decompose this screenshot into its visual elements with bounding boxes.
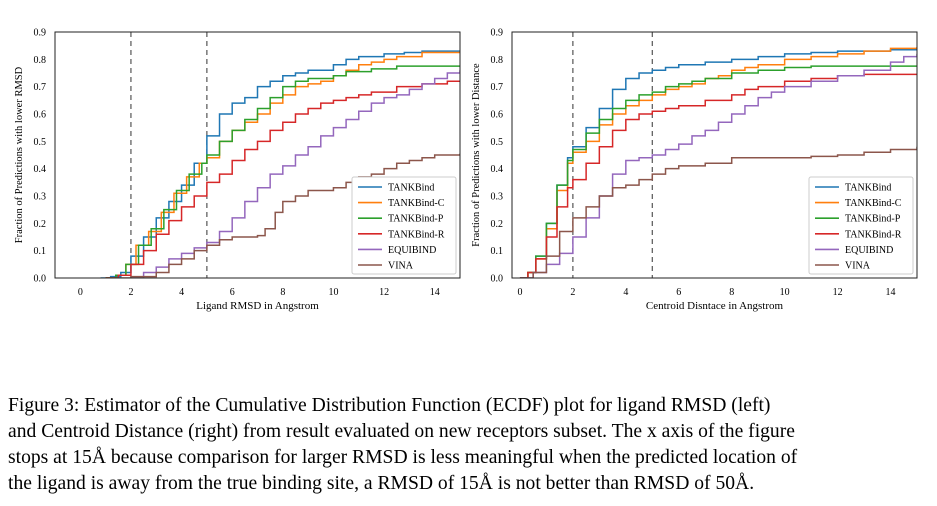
x-axis-label: Centroid Disntace in Angstrom bbox=[646, 300, 784, 312]
series-tankbind bbox=[100, 50, 460, 278]
legend-label-tankbind-c: TANKBind-C bbox=[845, 198, 902, 209]
legend-label-equibind: EQUIBIND bbox=[845, 245, 893, 256]
x-tick-label: 10 bbox=[328, 287, 338, 298]
x-tick-label: 6 bbox=[230, 287, 235, 298]
y-tick-label: 0.9 bbox=[34, 28, 47, 39]
figure-panels: 0 2 4 6 8 10 12 14 0.0 0.1 0.2 0.3 0.4 0.5 0.6 0.7 0.8 0.… bbox=[14, 28, 918, 312]
y-tick-label: 0.8 bbox=[491, 55, 504, 66]
y-tick-label: 0.0 bbox=[491, 274, 504, 285]
series-tankbind-p bbox=[105, 65, 460, 278]
legend-label-vina: VINA bbox=[388, 261, 414, 272]
y-tick-label: 0.4 bbox=[491, 164, 504, 175]
y-axis-label: Fraction of Predictions with lower RMSD bbox=[14, 66, 25, 243]
y-tick-label: 0.7 bbox=[34, 82, 47, 93]
x-tick-label: 6 bbox=[676, 287, 681, 298]
series-tankbind-r bbox=[105, 80, 460, 278]
right-ecdf-panel: 0 2 4 6 8 10 12 14 0.0 0.1 0.2 0.3 0.4 0.5 0.6 0.7 0.8 0.… bbox=[471, 28, 918, 312]
x-tick-label: 0 bbox=[517, 287, 522, 298]
series-vina bbox=[519, 146, 917, 278]
x-tick-label: 8 bbox=[729, 287, 734, 298]
legend-label-vina: VINA bbox=[845, 261, 871, 272]
x-tick-label: 2 bbox=[128, 287, 133, 298]
caption-line-2: and Centroid Distance (right) from resul… bbox=[8, 421, 795, 442]
legend-label-tankbind: TANKBind bbox=[388, 183, 434, 194]
caption-line-4: the ligand is away from the true binding… bbox=[8, 473, 755, 494]
y-tick-label: 0.1 bbox=[491, 246, 504, 257]
legend-label-tankbind-r: TANKBind-R bbox=[845, 229, 902, 240]
legend: TANKBind TANKBind-C TANKBind-P TANKBind-R EQ… bbox=[351, 176, 457, 275]
legend-label-tankbind: TANKBind bbox=[845, 183, 891, 194]
y-tick-label: 0.3 bbox=[34, 192, 47, 203]
left-ecdf-panel: 0 2 4 6 8 10 12 14 0.0 0.1 0.2 0.3 0.4 0.5 0.6 0.7 0.8 0.… bbox=[14, 28, 461, 312]
y-axis-label: Fraction of Predictions with lower Dista… bbox=[471, 63, 482, 247]
y-tick-label: 0.8 bbox=[34, 55, 47, 66]
x-axis-label: Ligand RMSD in Angstrom bbox=[196, 300, 319, 312]
x-tick-label: 12 bbox=[379, 287, 389, 298]
y-tick-label: 0.6 bbox=[491, 110, 504, 121]
y-tick-label: 0.1 bbox=[34, 246, 47, 257]
x-tick-label: 0 bbox=[78, 287, 83, 298]
legend-label-tankbind-p: TANKBind-P bbox=[845, 214, 901, 225]
y-tick-label: 0.3 bbox=[491, 192, 504, 203]
x-tick-label: 10 bbox=[780, 287, 790, 298]
legend-label-tankbind-c: TANKBind-C bbox=[388, 198, 445, 209]
series-equibind bbox=[130, 70, 460, 278]
y-tick-label: 0.6 bbox=[34, 110, 47, 121]
legend: TANKBind TANKBind-C TANKBind-P TANKBind-R EQ… bbox=[808, 176, 914, 275]
plot-frame bbox=[54, 31, 461, 279]
caption-line-3: stops at 15Å because comparison for larg… bbox=[8, 447, 798, 468]
y-tick-label: 0.4 bbox=[34, 164, 47, 175]
series-equibind bbox=[519, 53, 917, 278]
x-tick-label: 12 bbox=[833, 287, 843, 298]
y-tick-label: 0.9 bbox=[491, 28, 504, 39]
x-tick-label: 4 bbox=[623, 287, 628, 298]
legend-label-equibind: EQUIBIND bbox=[388, 245, 436, 256]
legend-label-tankbind-p: TANKBind-P bbox=[388, 214, 444, 225]
x-tick-label: 14 bbox=[886, 287, 896, 298]
x-tick-label: 8 bbox=[280, 287, 285, 298]
x-tick-label: 14 bbox=[430, 287, 440, 298]
x-tick-label: 2 bbox=[570, 287, 575, 298]
series-tankbind-r bbox=[519, 73, 917, 278]
y-tick-label: 0.0 bbox=[34, 274, 47, 285]
figure-caption: Figure 3: Estimator of the Cumulative Di… bbox=[8, 393, 933, 497]
y-tick-label: 0.2 bbox=[34, 219, 47, 230]
x-tick-label: 4 bbox=[179, 287, 184, 298]
y-tick-label: 0.5 bbox=[491, 137, 504, 148]
y-tick-label: 0.5 bbox=[34, 137, 47, 148]
caption-line-1: Figure 3: Estimator of the Cumulative Di… bbox=[8, 395, 771, 416]
legend-label-tankbind-r: TANKBind-R bbox=[388, 229, 445, 240]
y-tick-label: 0.7 bbox=[491, 82, 504, 93]
series-vina bbox=[105, 153, 460, 278]
plot-frame bbox=[511, 31, 918, 279]
series-tankbind-p bbox=[519, 65, 917, 278]
y-tick-label: 0.2 bbox=[491, 219, 504, 230]
